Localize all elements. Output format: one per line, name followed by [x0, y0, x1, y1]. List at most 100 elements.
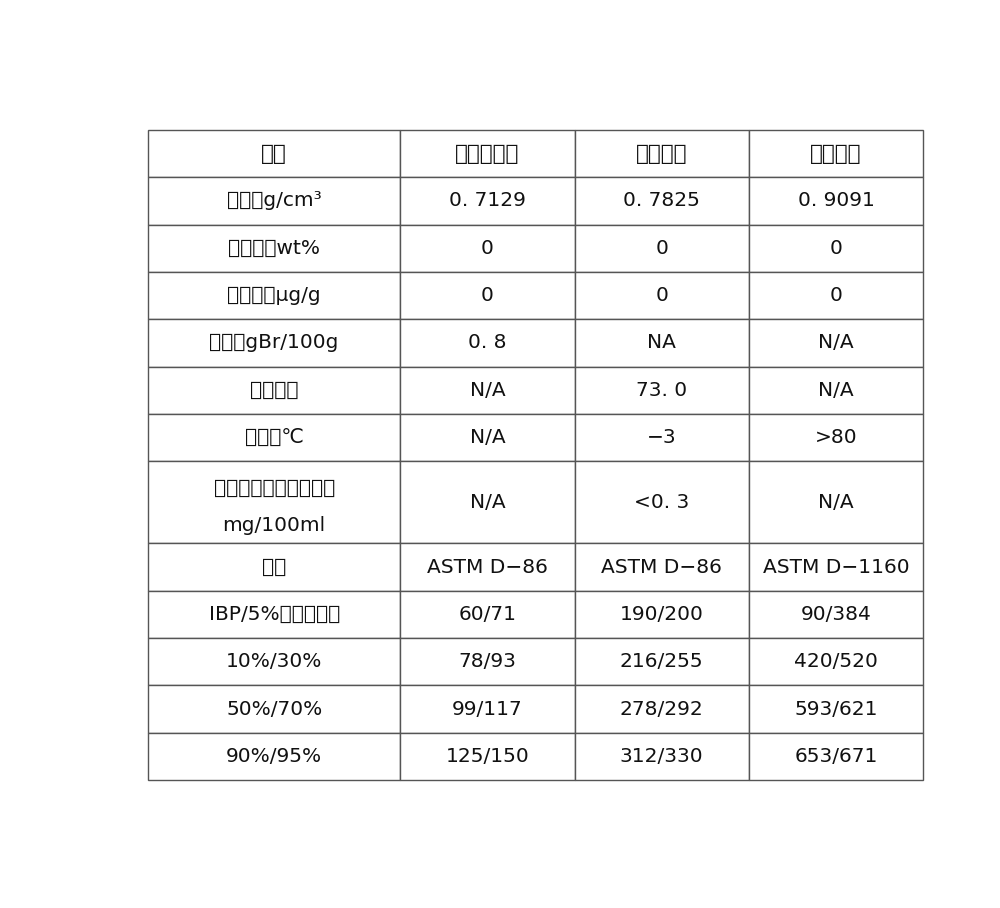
Text: 90/384: 90/384 — [801, 605, 872, 624]
Text: N/A: N/A — [470, 429, 505, 447]
Bar — [749, 638, 923, 686]
Bar — [574, 367, 749, 414]
Bar — [749, 686, 923, 733]
Bar — [400, 733, 574, 780]
Bar — [400, 367, 574, 414]
Bar — [574, 414, 749, 461]
Bar — [148, 461, 400, 544]
Bar — [400, 461, 574, 544]
Text: 10%/30%: 10%/30% — [226, 652, 322, 671]
Text: mg/100ml: mg/100ml — [223, 516, 326, 535]
Bar — [400, 414, 574, 461]
Bar — [574, 272, 749, 320]
Text: 0: 0 — [830, 239, 843, 258]
Text: 密度，g/cm³: 密度，g/cm³ — [227, 192, 322, 211]
Text: 柴油馏分: 柴油馏分 — [636, 143, 687, 163]
Bar — [574, 638, 749, 686]
Bar — [749, 414, 923, 461]
Text: 216/255: 216/255 — [620, 652, 704, 671]
Text: 190/200: 190/200 — [620, 605, 704, 624]
Bar — [574, 224, 749, 272]
Bar — [749, 544, 923, 591]
Bar — [148, 686, 400, 733]
Text: N/A: N/A — [818, 333, 854, 352]
Text: 0: 0 — [655, 239, 668, 258]
Bar — [148, 272, 400, 320]
Bar — [148, 414, 400, 461]
Text: 593/621: 593/621 — [794, 700, 878, 718]
Text: 0. 9091: 0. 9091 — [798, 192, 875, 211]
Bar — [148, 320, 400, 367]
Text: −3: −3 — [647, 429, 676, 447]
Text: IBP/5%（初馏点）: IBP/5%（初馏点） — [209, 605, 340, 624]
Text: 312/330: 312/330 — [620, 747, 704, 766]
Text: 十六烷値: 十六烷値 — [250, 380, 298, 400]
Bar — [749, 272, 923, 320]
Bar — [749, 733, 923, 780]
Text: 653/671: 653/671 — [794, 747, 878, 766]
Bar — [400, 591, 574, 638]
Text: 73. 0: 73. 0 — [636, 380, 687, 400]
Text: 0. 7825: 0. 7825 — [623, 192, 700, 211]
Bar — [749, 130, 923, 177]
Bar — [400, 130, 574, 177]
Text: 99/117: 99/117 — [452, 700, 523, 718]
Text: 石脑油馏分: 石脑油馏分 — [455, 143, 520, 163]
Text: 0: 0 — [655, 286, 668, 305]
Bar — [574, 461, 749, 544]
Text: 氧含量，wt%: 氧含量，wt% — [228, 239, 320, 258]
Bar — [574, 320, 749, 367]
Bar — [749, 177, 923, 224]
Bar — [574, 686, 749, 733]
Text: >80: >80 — [815, 429, 857, 447]
Bar — [148, 638, 400, 686]
Bar — [749, 591, 923, 638]
Text: 0: 0 — [481, 286, 494, 305]
Text: 蜡油馏分: 蜡油馏分 — [810, 143, 862, 163]
Bar — [400, 320, 574, 367]
Text: 项目: 项目 — [261, 143, 287, 163]
Text: N/A: N/A — [470, 493, 505, 512]
Text: 馏程: 馏程 — [262, 558, 286, 577]
Text: 0: 0 — [481, 239, 494, 258]
Text: 90%/95%: 90%/95% — [226, 747, 322, 766]
Text: NA: NA — [647, 333, 676, 352]
Text: 氧化安定性，总不溢物: 氧化安定性，总不溢物 — [214, 479, 335, 498]
Bar — [148, 367, 400, 414]
Bar — [148, 733, 400, 780]
Bar — [400, 224, 574, 272]
Text: ASTM D−1160: ASTM D−1160 — [763, 558, 909, 577]
Bar — [400, 686, 574, 733]
Bar — [148, 130, 400, 177]
Text: 凝点，℃: 凝点，℃ — [245, 429, 304, 447]
Text: ASTM D−86: ASTM D−86 — [601, 558, 722, 577]
Bar — [749, 461, 923, 544]
Text: 0. 7129: 0. 7129 — [449, 192, 526, 211]
Bar — [400, 272, 574, 320]
Text: 78/93: 78/93 — [458, 652, 516, 671]
Bar — [148, 544, 400, 591]
Text: 125/150: 125/150 — [445, 747, 529, 766]
Bar — [400, 638, 574, 686]
Text: N/A: N/A — [818, 493, 854, 512]
Text: <0. 3: <0. 3 — [634, 493, 689, 512]
Bar — [749, 320, 923, 367]
Bar — [400, 177, 574, 224]
Bar — [148, 591, 400, 638]
Bar — [749, 367, 923, 414]
Text: N/A: N/A — [470, 380, 505, 400]
Text: 溨价，gBr/100g: 溨价，gBr/100g — [210, 333, 339, 352]
Bar — [148, 224, 400, 272]
Text: 420/520: 420/520 — [794, 652, 878, 671]
Bar — [574, 177, 749, 224]
Text: 60/71: 60/71 — [458, 605, 516, 624]
Bar — [574, 591, 749, 638]
Text: ASTM D−86: ASTM D−86 — [427, 558, 548, 577]
Bar — [574, 130, 749, 177]
Text: 50%/70%: 50%/70% — [226, 700, 322, 718]
Text: N/A: N/A — [818, 380, 854, 400]
Bar — [400, 544, 574, 591]
Bar — [749, 224, 923, 272]
Bar — [574, 733, 749, 780]
Text: 0: 0 — [830, 286, 843, 305]
